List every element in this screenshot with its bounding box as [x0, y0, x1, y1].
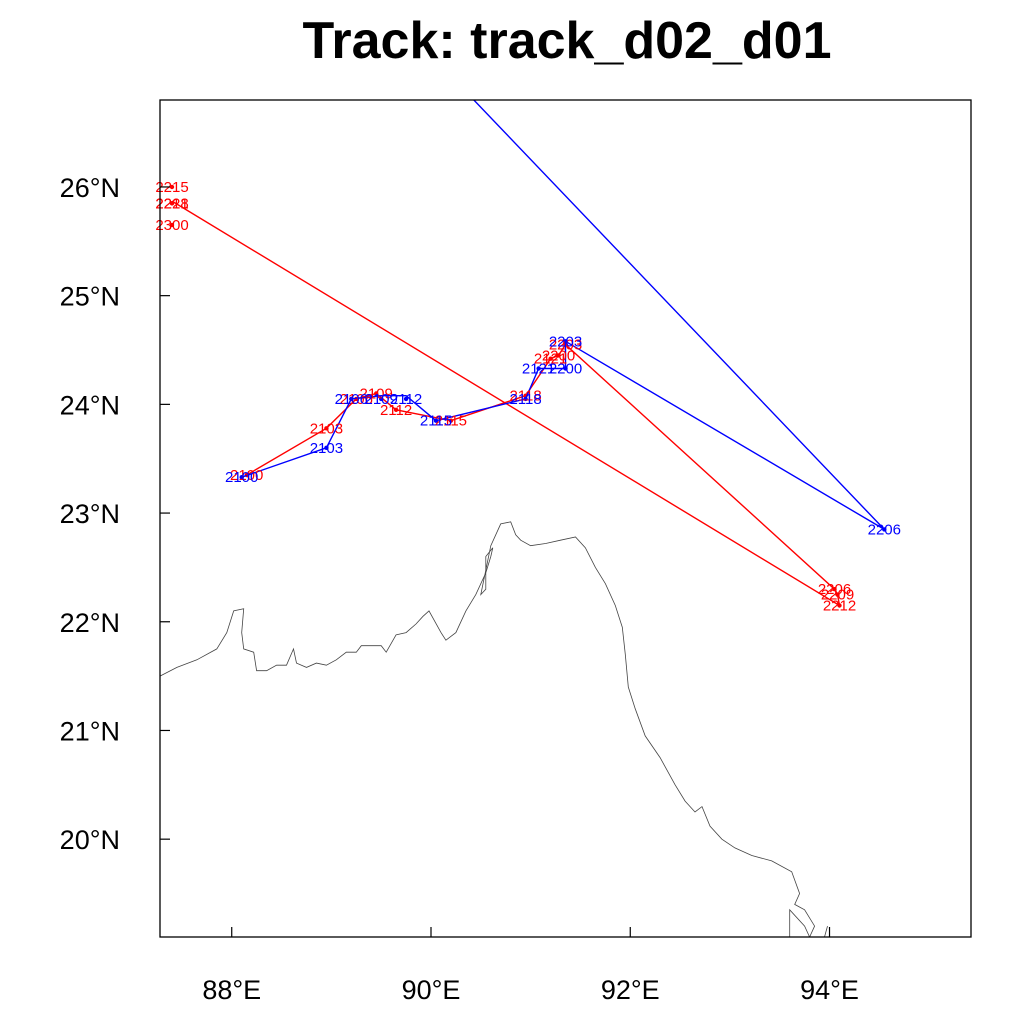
coastline-segment-1 — [824, 925, 828, 937]
point-label-1-6: 2118 — [509, 391, 541, 408]
point-label-0-1: 2103 — [310, 420, 343, 437]
point-label-1-9: 2203 — [549, 333, 582, 350]
point-label-1-4: 2112 — [390, 391, 422, 408]
track-point-1-4 — [403, 396, 409, 402]
track-point-0-16 — [169, 222, 175, 228]
track-point-0-15 — [169, 201, 175, 206]
coastline-layer — [160, 521, 828, 937]
track-point-1-6 — [523, 396, 528, 402]
point-label-1-2: 2106 — [335, 391, 368, 408]
track-point-0-8 — [556, 353, 561, 358]
track-point-0-10 — [832, 587, 837, 592]
y-tick-label-6: 26°N — [60, 173, 120, 203]
y-tick-label-5: 25°N — [60, 282, 120, 312]
track-point-1-7 — [536, 366, 541, 371]
x-tick-label-2: 92°E — [601, 975, 660, 1005]
point-label-0-0: 2100 — [230, 467, 263, 484]
point-label-0-14: 2218 — [155, 195, 188, 212]
y-tick-label-0: 20°N — [60, 825, 120, 855]
track-point-0-7 — [548, 356, 553, 361]
point-label-0-10: 2206 — [818, 581, 851, 598]
track-point-0-5 — [448, 418, 454, 423]
x-tick-label-1: 90°E — [402, 975, 461, 1005]
point-label-0-9: 2203 — [549, 337, 582, 354]
point-label-0-3: 2109 — [360, 386, 393, 403]
track-line-1 — [241, 100, 885, 531]
track-point-1-10 — [882, 527, 887, 532]
point-label-0-7: 2121 — [534, 351, 567, 368]
point-label-0-2: 2106 — [340, 391, 373, 408]
track-point-0-4 — [393, 407, 399, 412]
x-tick-label-0: 88°E — [202, 975, 261, 1005]
track-point-0-13 — [169, 184, 175, 190]
point-labels-layer: 2100210321062109211221152118212122002203… — [155, 179, 901, 615]
point-label-0-4: 2112 — [380, 402, 412, 419]
point-label-1-10: 2206 — [868, 521, 901, 538]
track-point-0-3 — [374, 391, 379, 396]
point-label-0-15: 2221 — [155, 195, 188, 212]
point-label-1-8: 2200 — [549, 361, 582, 378]
point-label-0-13: 2215 — [155, 179, 188, 196]
y-tick-label-2: 22°N — [60, 608, 120, 638]
track-point-1-2 — [349, 396, 354, 402]
point-label-0-11: 2209 — [821, 587, 854, 604]
coastline-segment-0 — [160, 521, 816, 937]
point-label-1-1: 2103 — [310, 440, 343, 457]
track-point-1-8 — [563, 366, 568, 371]
point-label-1-0: 2100 — [225, 469, 258, 486]
track-point-1-3 — [379, 396, 384, 402]
tracks-layer — [169, 100, 887, 608]
point-label-1-3: 2109 — [365, 391, 398, 408]
x-tick-label-3: 94°E — [800, 975, 859, 1005]
y-tick-label-1: 21°N — [60, 716, 120, 746]
point-label-1-5: 2115 — [420, 413, 452, 430]
track-point-1-0 — [239, 475, 244, 480]
point-label-0-5: 2115 — [435, 413, 467, 430]
point-label-0-8: 2200 — [542, 347, 575, 364]
point-label-0-6: 2118 — [509, 388, 541, 405]
plot-frame — [159, 99, 972, 938]
track-point-1-1 — [324, 445, 329, 450]
point-label-1-7: 2121 — [522, 361, 555, 378]
y-tick-label-3: 23°N — [60, 499, 120, 529]
y-tick-label-4: 24°N — [60, 390, 120, 420]
point-label-0-16: 2300 — [155, 217, 188, 234]
point-label-0-12: 2212 — [823, 598, 856, 615]
track-point-0-11 — [835, 592, 840, 597]
chart-title: Track: track_d02_d01 — [302, 12, 831, 70]
track-point-1-5 — [433, 418, 439, 423]
axes-layer: 88°E 90°E 92°E 94°E 20°N 21°N 22°N 23°N 24°N 25°N… — [60, 173, 859, 1005]
track-point-1-9 — [563, 339, 568, 344]
track-point-0-1 — [324, 426, 329, 431]
track-point-0-12 — [837, 603, 842, 608]
